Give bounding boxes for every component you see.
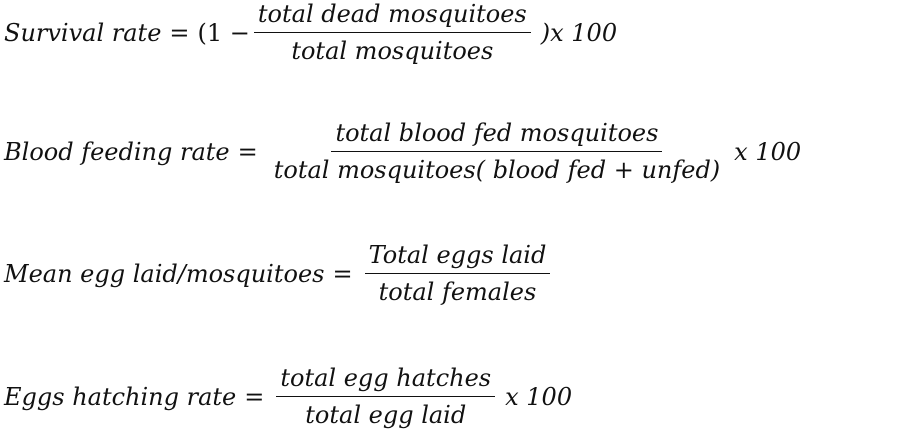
blood-feeding-rate-fraction: total blood fed mosquitoes total mosquit… [270,121,724,182]
eggs-hatching-rate-numerator: total egg hatches [276,366,496,397]
equals-sign: = [169,18,190,47]
blood-feeding-rate-multiplier: x 100 [734,137,802,166]
survival-rate-numerator: total dead mosquitoes [253,2,531,33]
survival-rate-label: Survival rate [4,18,162,47]
survival-rate-equation: Survival rate = (1 − total dead mosquito… [4,2,617,63]
equals-sign: = [332,259,353,288]
blood-feeding-rate-label: Blood feeding rate [4,137,230,166]
survival-rate-denominator: total mosquitoes [291,37,494,65]
mean-egg-laid-equation: Mean egg laid/mosquitoes = Total eggs la… [4,243,554,304]
mean-egg-laid-fraction: Total eggs laid total females [364,243,551,306]
mean-egg-laid-numerator: Total eggs laid [364,243,551,274]
blood-feeding-rate-numerator: total blood fed mosquitoes [331,121,663,152]
eggs-hatching-rate-multiplier: x 100 [505,382,573,411]
equals-sign: = [244,382,265,411]
eggs-hatching-rate-label: Eggs hatching rate [4,382,237,411]
mean-egg-laid-label: Mean egg laid/mosquitoes [4,259,325,288]
eggs-hatching-rate-equation: Eggs hatching rate = total egg hatches t… [4,366,572,427]
eggs-hatching-rate-denominator: total egg laid [305,401,467,429]
blood-feeding-rate-equation: Blood feeding rate = total blood fed mos… [4,121,801,182]
survival-rate-prefix: (1 − [197,18,250,47]
equals-sign: = [237,137,258,166]
survival-rate-fraction: total dead mosquitoes total mosquitoes [253,2,531,65]
blood-feeding-rate-denominator: total mosquitoes( blood fed + unfed) [273,156,721,184]
eggs-hatching-rate-fraction: total egg hatches total egg laid [276,366,496,429]
survival-rate-multiplier: )x 100 [540,18,618,47]
mean-egg-laid-denominator: total females [378,278,537,306]
